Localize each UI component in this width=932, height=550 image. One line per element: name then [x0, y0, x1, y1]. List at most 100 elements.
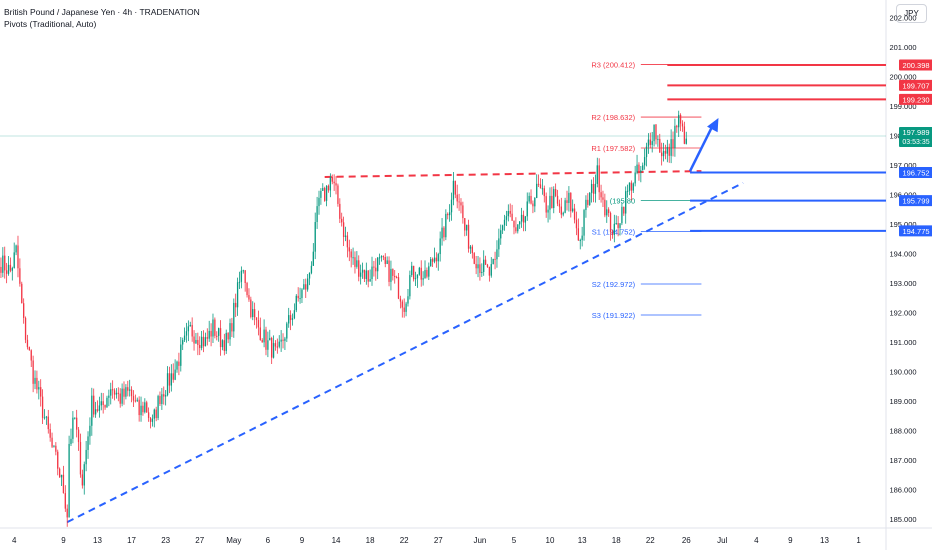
candle: [484, 255, 487, 265]
candle: [231, 317, 233, 338]
candle-body: [420, 267, 422, 280]
candle: [153, 408, 155, 428]
candle-body: [314, 222, 316, 252]
candle-body: [647, 139, 650, 147]
candle: [585, 195, 587, 218]
candle-body: [147, 412, 150, 418]
candle-body: [66, 508, 68, 518]
candle: [214, 317, 216, 339]
y-tick-label: 190.000: [889, 368, 916, 377]
candle-body: [11, 268, 13, 271]
candle: [617, 216, 619, 237]
candle-body: [257, 320, 260, 328]
candle: [21, 281, 23, 304]
candle-body: [394, 275, 396, 278]
candle-body: [102, 401, 104, 405]
candle-body: [202, 336, 205, 347]
candle: [115, 388, 118, 399]
candle: [354, 251, 356, 274]
candle-body: [308, 272, 311, 279]
candle: [405, 301, 407, 317]
candle: [566, 190, 568, 211]
candle: [604, 193, 606, 218]
candle-body: [424, 270, 426, 279]
level-price-tag-bg: [899, 195, 932, 207]
candle-body: [106, 397, 108, 408]
candle: [125, 384, 127, 400]
candle: [77, 427, 80, 451]
candle-body: [607, 209, 610, 214]
candle: [568, 186, 570, 212]
candle-body: [412, 265, 415, 280]
candle: [187, 320, 190, 342]
candle: [325, 185, 328, 207]
candle: [62, 465, 65, 494]
forecast-arrow: [688, 117, 719, 172]
candle-body: [534, 197, 536, 207]
candle: [170, 364, 172, 392]
candle-body: [38, 387, 40, 390]
candle-body: [185, 331, 188, 336]
candle-body: [623, 206, 625, 214]
y-tick-label: 187.000: [889, 456, 916, 465]
candle: [32, 355, 34, 393]
candle-body: [28, 347, 31, 351]
candle: [182, 337, 184, 351]
x-tick-label: 9: [61, 536, 66, 545]
candle-body: [24, 317, 27, 340]
candle: [382, 255, 385, 261]
indicator-label[interactable]: Pivots (Traditional, Auto): [4, 19, 97, 29]
candle: [314, 212, 316, 260]
candle-body: [638, 164, 640, 173]
candle-body: [210, 330, 212, 337]
candle: [257, 310, 260, 336]
currency-button[interactable]: JPY: [896, 4, 927, 23]
candle-body: [445, 213, 447, 238]
candle-body: [356, 260, 358, 267]
candle-body: [305, 284, 307, 290]
candle: [543, 185, 545, 203]
candle-body: [515, 227, 517, 232]
candle: [240, 266, 243, 289]
candle-body: [630, 182, 633, 191]
candle-body: [253, 309, 256, 318]
candle: [486, 263, 489, 268]
candle: [284, 336, 286, 351]
x-tick-label: 9: [300, 536, 305, 545]
candle-body: [306, 278, 309, 290]
candle: [132, 390, 135, 408]
candle-body: [100, 401, 102, 406]
candle: [163, 386, 165, 405]
candle-body: [43, 417, 46, 419]
candle: [123, 381, 125, 405]
candle: [494, 251, 496, 270]
candle: [384, 253, 386, 268]
candle-body: [267, 340, 269, 350]
candle-body: [681, 123, 684, 127]
candle: [225, 329, 227, 354]
candle-body: [303, 284, 305, 290]
candle-body: [111, 389, 114, 391]
candle-body: [219, 328, 222, 348]
candle-body: [367, 270, 369, 282]
candle: [377, 257, 379, 280]
candle: [369, 269, 371, 282]
candle-body: [581, 235, 583, 241]
candle: [443, 226, 445, 242]
candle-body: [621, 206, 623, 224]
candle: [536, 174, 538, 199]
candle: [208, 320, 210, 342]
candle-body: [136, 399, 138, 401]
candle: [399, 295, 402, 309]
candle: [11, 266, 13, 281]
candle-body: [589, 192, 591, 205]
candle-body: [585, 199, 587, 211]
candle-body: [583, 210, 585, 236]
candle: [76, 409, 78, 438]
candle-body: [166, 373, 169, 396]
candle: [121, 383, 123, 407]
candle: [456, 184, 458, 209]
candle-body: [282, 339, 284, 341]
candle-body: [392, 268, 394, 276]
